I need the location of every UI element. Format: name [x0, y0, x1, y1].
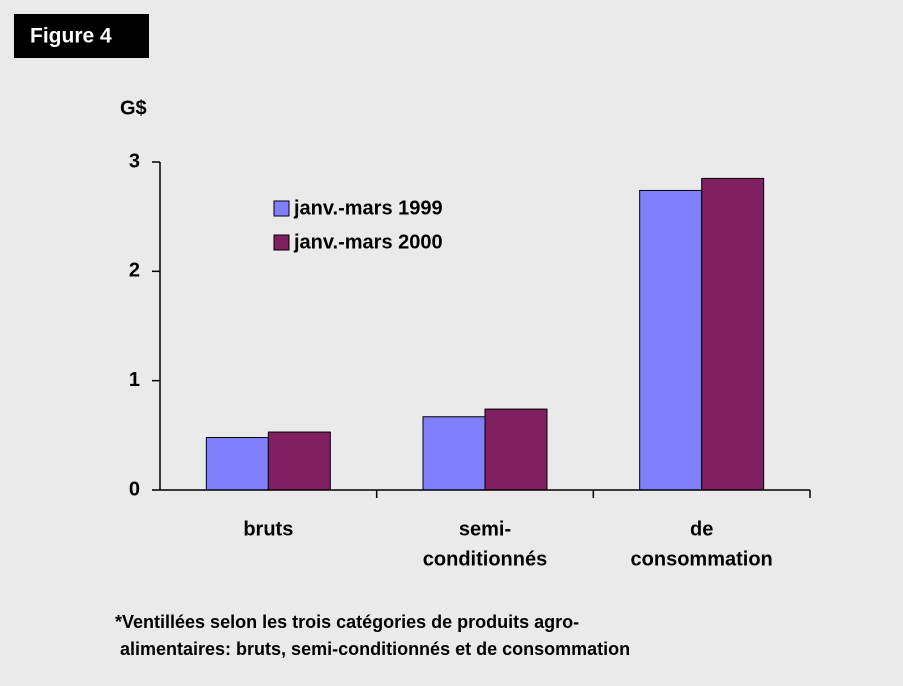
y-tick-label: 2 [129, 260, 140, 282]
bar [639, 189, 703, 491]
bar [701, 177, 765, 491]
y-tick-label: 1 [129, 369, 140, 391]
y-tick-label: 0 [129, 478, 140, 500]
legend-swatch [273, 234, 290, 251]
x-tick-label: de [690, 518, 713, 540]
x-tick-label: conditionnés [423, 548, 547, 570]
y-axis-label: G$ [120, 97, 147, 119]
legend-label: janv.-mars 2000 [293, 231, 443, 253]
y-tick-label: 3 [129, 150, 140, 172]
bar [422, 416, 486, 491]
x-tick-label: bruts [243, 518, 293, 540]
footnote: *Ventillées selon les trois catégories d… [115, 612, 579, 632]
x-tick-label: semi- [459, 518, 511, 540]
legend-label: janv.-mars 1999 [293, 197, 443, 219]
x-tick-label: consommation [631, 548, 773, 570]
bar [205, 437, 269, 491]
legend-swatch [273, 200, 290, 217]
footnote: alimentaires: bruts, semi-conditionnés e… [115, 639, 630, 659]
badge-box [14, 14, 149, 58]
badge: Figure 4 [30, 25, 112, 48]
bar [267, 431, 331, 491]
bar [484, 408, 548, 491]
